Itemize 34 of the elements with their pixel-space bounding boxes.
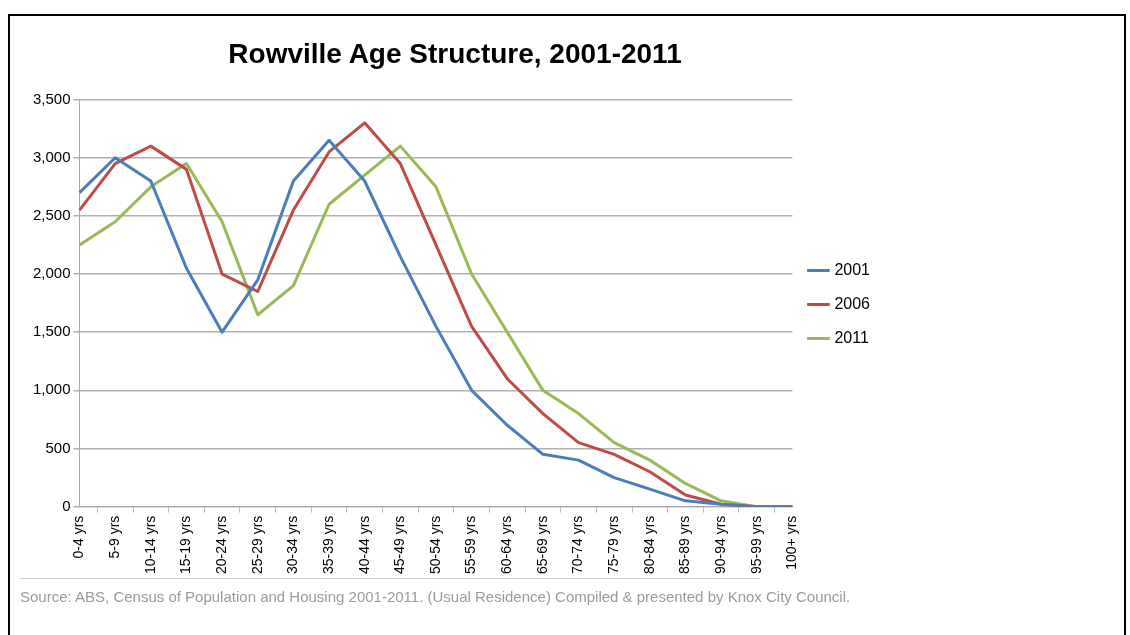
x-tick-label: 95-99 yrs [747, 515, 764, 574]
x-tick-label: 10-14 yrs [141, 515, 158, 574]
x-tick-label: 70-74 yrs [569, 515, 586, 574]
x-tick-label: 5-9 yrs [106, 515, 123, 559]
x-tick-label: 0-4 yrs [70, 515, 87, 559]
y-tick-label: 500 [45, 438, 71, 456]
y-tick-label: 3,500 [32, 89, 71, 107]
x-tick-label: 65-69 yrs [533, 515, 550, 574]
x-tick-label: 30-34 yrs [284, 515, 301, 574]
legend-label: 2011 [834, 328, 869, 346]
x-tick-label: 90-94 yrs [711, 515, 728, 574]
y-tick-label: 3,000 [32, 147, 71, 165]
y-tick-label: 2,000 [32, 264, 71, 282]
x-tick-label: 75-79 yrs [605, 515, 622, 574]
x-tick-label: 60-64 yrs [498, 515, 515, 574]
chart-title: Rowville Age Structure, 2001-2011 [228, 37, 682, 69]
x-tick-label: 80-84 yrs [640, 515, 657, 574]
y-tick-label: 1,000 [32, 380, 71, 398]
x-tick-label: 85-89 yrs [676, 515, 693, 574]
y-tick-label: 1,500 [32, 322, 71, 340]
source-note: Source: ABS, Census of Population and Housing 2001-2011. (Usual Residence) Compiled & presented by Knox City Council. [20, 588, 851, 605]
x-tick-label: 50-54 yrs [426, 515, 443, 574]
legend-label: 2006 [834, 294, 871, 312]
x-tick-label: 25-29 yrs [248, 515, 265, 574]
x-tick-label: 15-19 yrs [177, 515, 194, 574]
x-tick-label: 45-49 yrs [391, 515, 408, 574]
x-tick-label: 40-44 yrs [355, 515, 372, 574]
y-tick-label: 0 [62, 496, 71, 514]
legend-label: 2001 [834, 260, 871, 278]
x-tick-label: 100+ yrs [783, 515, 800, 570]
x-tick-label: 20-24 yrs [212, 515, 229, 574]
x-tick-label: 35-39 yrs [319, 515, 336, 574]
x-tick-label: 55-59 yrs [462, 515, 479, 574]
y-tick-label: 2,500 [32, 206, 71, 224]
